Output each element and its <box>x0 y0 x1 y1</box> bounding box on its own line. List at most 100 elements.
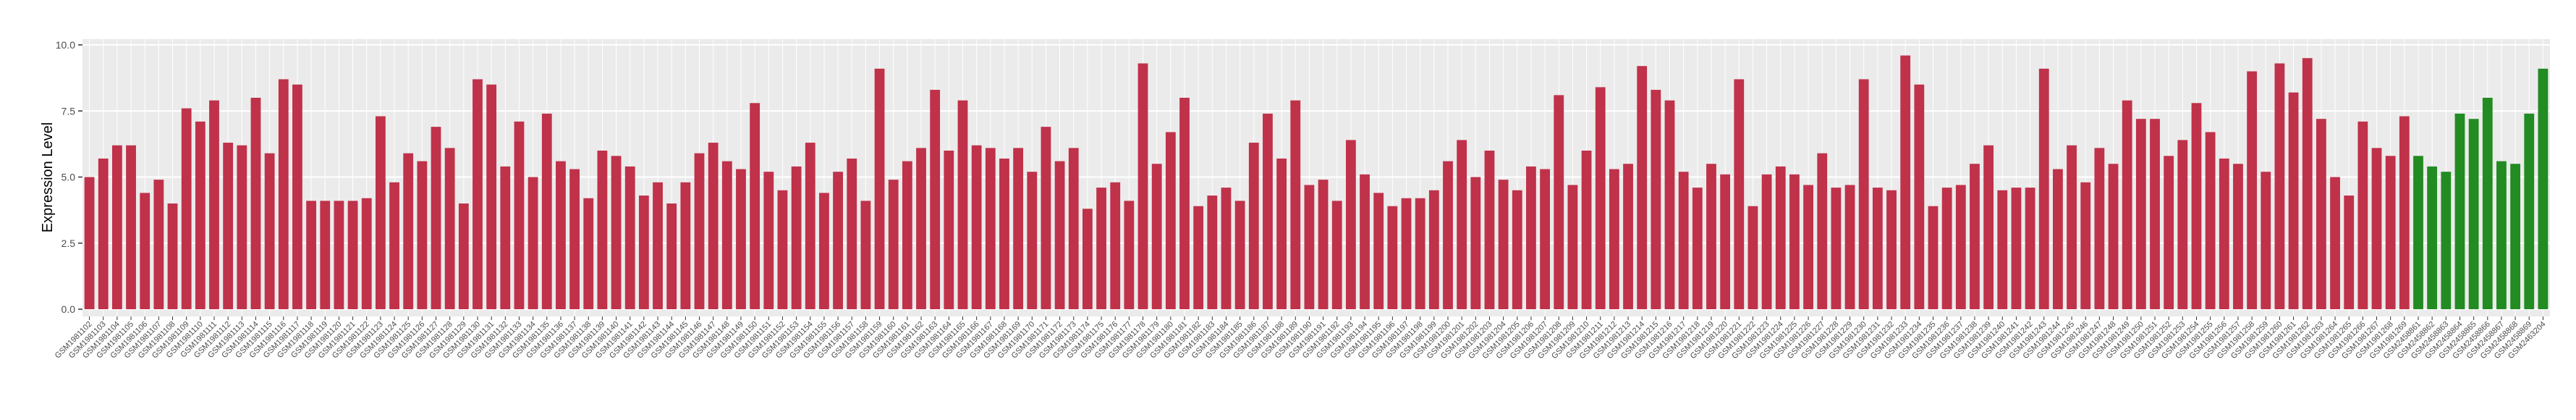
bar <box>2510 164 2521 309</box>
bar <box>2357 121 2368 309</box>
bar <box>763 172 774 309</box>
bar <box>1886 190 1897 309</box>
bar <box>2413 156 2423 309</box>
bar <box>1872 188 1883 309</box>
bar <box>1512 190 1522 309</box>
bar <box>2302 58 2313 309</box>
bar <box>2011 188 2022 309</box>
bar <box>1941 188 1952 309</box>
y-tick-label: 0.0 <box>62 303 76 315</box>
bar <box>2330 177 2340 309</box>
bar <box>1234 201 1245 309</box>
bar <box>2150 119 2160 309</box>
bar <box>944 151 954 309</box>
bar <box>195 121 206 309</box>
bar <box>1955 185 1966 309</box>
bar <box>1997 190 2008 309</box>
bar <box>1720 174 1731 309</box>
bar <box>1831 188 1842 309</box>
bar <box>597 151 608 309</box>
bar <box>1096 188 1106 309</box>
bar <box>167 203 178 309</box>
bar <box>111 145 122 309</box>
bar <box>1415 198 1425 309</box>
bar <box>1124 201 1135 309</box>
bar <box>1082 209 1093 309</box>
bar <box>473 79 483 309</box>
bar <box>361 198 372 309</box>
bar <box>2025 188 2035 309</box>
bar <box>486 84 497 309</box>
bar <box>833 172 843 309</box>
bar <box>209 100 219 309</box>
bar <box>957 100 968 309</box>
bar <box>2344 196 2355 309</box>
bar <box>1276 158 1287 309</box>
bar <box>1041 127 1051 309</box>
bar <box>1387 206 1398 309</box>
bar <box>306 201 316 309</box>
bar <box>638 196 649 309</box>
y-tick-label: 10.0 <box>56 39 75 51</box>
bar <box>1540 169 1550 309</box>
bar <box>1581 151 1592 309</box>
bar <box>791 166 802 309</box>
bar <box>847 158 857 309</box>
bar <box>2468 119 2479 309</box>
bar <box>375 116 386 310</box>
bar <box>1844 185 1855 309</box>
bar <box>1609 169 1619 309</box>
bar <box>1595 87 1606 310</box>
bar <box>2067 145 2077 309</box>
bar <box>624 166 635 309</box>
bar <box>666 203 677 309</box>
bar <box>721 161 732 309</box>
bar <box>278 79 289 309</box>
bar <box>2524 113 2535 309</box>
bar <box>1304 185 1315 309</box>
bar <box>1637 66 1648 309</box>
bar <box>694 153 705 309</box>
bar <box>1207 196 1218 309</box>
bar <box>888 180 899 309</box>
bar <box>2205 132 2216 309</box>
bar <box>2080 182 2091 309</box>
bar <box>2177 140 2188 309</box>
bar <box>292 84 302 309</box>
bar <box>1290 100 1301 309</box>
bar <box>1498 180 1509 309</box>
bar <box>2219 158 2229 309</box>
bar <box>819 193 829 309</box>
bar <box>2274 63 2285 310</box>
bar <box>1331 201 1342 309</box>
bar <box>2038 68 2049 309</box>
bar <box>320 201 331 309</box>
bar <box>999 158 1009 309</box>
bar <box>250 98 261 309</box>
bar <box>458 203 469 309</box>
bar <box>930 90 941 310</box>
bar <box>750 103 760 310</box>
bar <box>805 143 815 309</box>
bar <box>1013 148 1024 309</box>
bar <box>1817 153 1828 309</box>
bar <box>1360 174 1370 309</box>
bar <box>1151 164 1162 309</box>
bar <box>556 161 566 309</box>
bar <box>653 182 663 309</box>
bar <box>528 177 538 309</box>
bar <box>153 180 164 309</box>
bar <box>223 143 234 309</box>
bar <box>2385 156 2396 309</box>
bar <box>916 148 926 309</box>
bar <box>1345 140 1356 309</box>
bar <box>181 108 192 309</box>
bar <box>98 158 109 309</box>
y-tick-label: 7.5 <box>62 105 76 117</box>
bar <box>541 113 552 309</box>
bar <box>1651 90 1661 310</box>
bar <box>2454 113 2465 309</box>
y-axis-title: Expression Level <box>40 122 56 232</box>
